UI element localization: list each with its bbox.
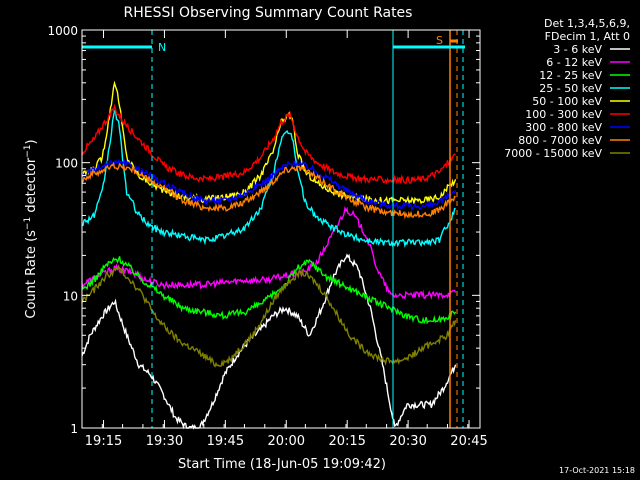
legend-header-line-2: FDecim 1, Att 0 <box>545 30 630 43</box>
y-tick-label: 1000 <box>47 24 78 38</box>
saa-label: S <box>436 34 443 47</box>
legend-label: 3 - 6 keV <box>553 43 602 56</box>
legend-label: 50 - 100 keV <box>532 95 602 108</box>
x-axis-label: Start Time (18-Jun-05 19:09:42) <box>178 457 386 472</box>
y-axis-label-sup2: −1 <box>23 144 33 157</box>
legend: Det 1,3,4,5,6,9, FDecim 1, Att 0 3 - 6 k… <box>504 17 630 160</box>
x-tick-label: 20:45 <box>450 434 487 449</box>
x-tick-label: 19:45 <box>207 434 244 449</box>
x-tick-label: 20:15 <box>328 434 365 449</box>
footer-date: 17-Oct-2021 15:18 <box>559 466 635 475</box>
night-label: N <box>158 41 166 54</box>
legend-label: 25 - 50 keV <box>539 82 602 95</box>
chart-title: RHESSI Observing Summary Count Rates <box>124 5 413 21</box>
y-axis-label-end: ) <box>24 139 39 144</box>
legend-label: 6 - 12 keV <box>546 56 602 69</box>
x-tick-label: 20:00 <box>268 434 305 449</box>
y-tick-label: 10 <box>63 289 78 303</box>
y-tick-label: 100 <box>55 157 78 171</box>
legend-label: 100 - 300 keV <box>525 108 602 121</box>
legend-label: 12 - 25 keV <box>539 69 602 82</box>
legend-label: 7000 - 15000 keV <box>504 147 602 160</box>
legend-header-line-1: Det 1,3,4,5,6,9, <box>544 17 630 30</box>
y-axis-label-mid: detector <box>24 157 39 217</box>
x-tick-label: 19:15 <box>85 434 122 449</box>
y-axis-label: Count Rate (s−1 detector−1) <box>23 139 39 318</box>
annotation-layer: N S <box>82 30 465 428</box>
y-axis-label-sup1: −1 <box>23 217 33 230</box>
y-tick-label: 1 <box>70 422 78 436</box>
x-tick-label: 20:30 <box>389 434 426 449</box>
legend-label: 300 - 800 keV <box>525 121 602 134</box>
x-tick-label: 19:30 <box>146 434 183 449</box>
x-axis: 19:15 19:30 19:45 20:00 20:15 20:30 20:45 <box>81 30 488 449</box>
y-axis-label-main: Count Rate (s <box>24 230 39 319</box>
legend-label: 800 - 7000 keV <box>518 134 602 147</box>
y-axis: 1 10 100 1000 <box>47 24 480 436</box>
plot-frame <box>81 29 481 429</box>
